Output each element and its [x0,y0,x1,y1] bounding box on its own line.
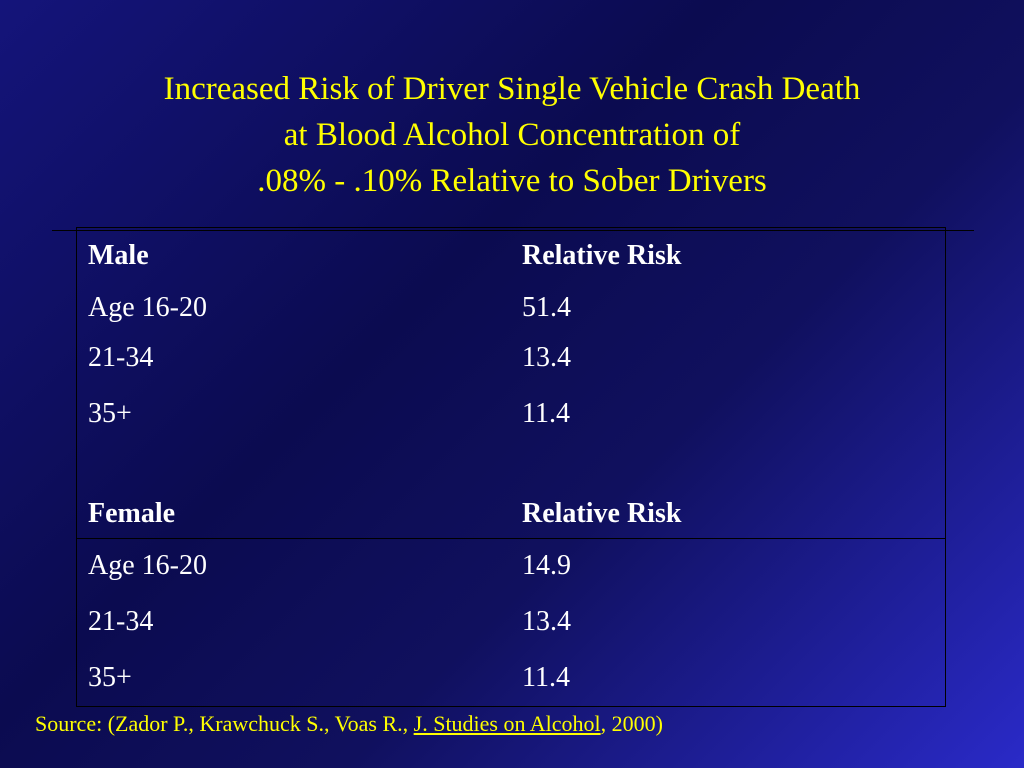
journal-link[interactable]: J. Studies on Alcohol [413,711,601,736]
title-divider [52,230,974,231]
female-row-age: 35+ [88,662,132,693]
risk-table-border [76,227,946,707]
female-row-risk: 11.4 [522,662,570,693]
source-citation: Source: (Zador P., Krawchuck S., Voas R.… [35,710,663,738]
male-header-value: Relative Risk [522,240,682,271]
slide-title: Increased Risk of Driver Single Vehicle … [0,66,1024,204]
male-row-risk: 51.4 [522,292,571,323]
source-suffix: , 2000) [600,711,663,736]
female-row-age: 21-34 [88,606,154,637]
male-row-age: 35+ [88,398,132,429]
female-header-value: Relative Risk [522,498,682,529]
male-row-age: Age 16-20 [88,292,207,323]
female-header-label: Female [88,498,176,529]
male-row-risk: 13.4 [522,342,571,373]
source-prefix: Source: (Zador P., Krawchuck S., Voas R.… [35,711,414,736]
title-line-2: at Blood Alcohol Concentration of [283,117,741,153]
female-section-divider [76,538,946,539]
female-row-risk: 13.4 [522,606,571,637]
male-row-age: 21-34 [88,342,154,373]
female-row-age: Age 16-20 [88,550,207,581]
title-line-3: .08% - .10% Relative to Sober Drivers [257,163,767,199]
male-row-risk: 11.4 [522,398,570,429]
male-header-label: Male [88,240,149,271]
female-row-risk: 14.9 [522,550,571,581]
title-line-1: Increased Risk of Driver Single Vehicle … [163,71,861,107]
